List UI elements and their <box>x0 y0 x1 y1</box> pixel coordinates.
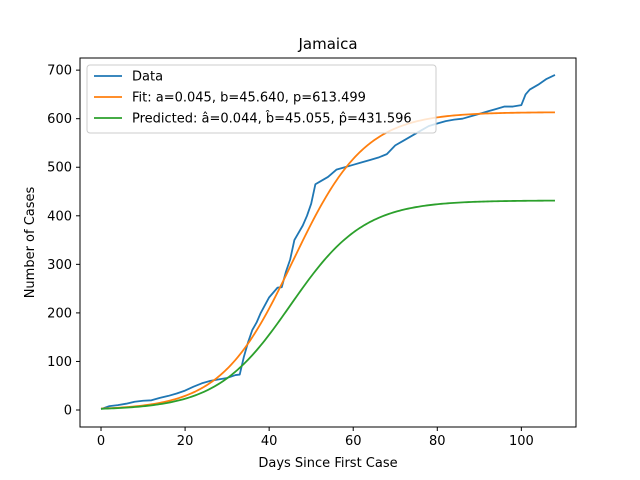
y-tick-label: 300 <box>47 258 72 273</box>
x-tick-label: 100 <box>509 434 534 449</box>
y-tick-label: 400 <box>47 209 72 224</box>
x-tick-label: 60 <box>345 434 362 449</box>
y-tick-label: 200 <box>47 306 72 321</box>
legend-label: Data <box>132 70 163 85</box>
legend-box <box>86 64 437 134</box>
x-axis-ticks: 0 20 40 60 80 100 <box>97 427 534 449</box>
chart-title: Jamaica <box>297 35 357 53</box>
y-tick-label: 700 <box>47 64 72 79</box>
axes-frame <box>79 57 577 428</box>
legend: Data Fit: a=0.045, b=45.640, p=613.499 Pre… <box>86 64 437 134</box>
x-tick-label: 0 <box>97 434 105 449</box>
legend-label: Fit: a=0.045, b=45.640, p=613.499 <box>132 91 366 106</box>
y-tick-label: 100 <box>47 355 72 370</box>
y-tick-label: 600 <box>47 112 72 127</box>
x-axis-label: Days Since First Case <box>258 456 397 471</box>
x-tick-label: 20 <box>177 434 194 449</box>
y-tick-label: 500 <box>47 161 72 176</box>
predicted-series-line <box>100 199 555 410</box>
x-tick-label: 80 <box>429 434 446 449</box>
y-axis-ticks: 0 100 200 300 400 500 600 700 <box>47 64 80 419</box>
x-tick-label: 40 <box>261 434 278 449</box>
plot-area <box>100 74 556 410</box>
y-tick-label: 0 <box>64 404 72 419</box>
y-axis-label: Number of Cases <box>23 186 38 298</box>
legend-label: Predicted: â=0.044, b̂=45.055, p̂=431.59… <box>132 111 412 126</box>
fit-series-line <box>100 111 555 410</box>
